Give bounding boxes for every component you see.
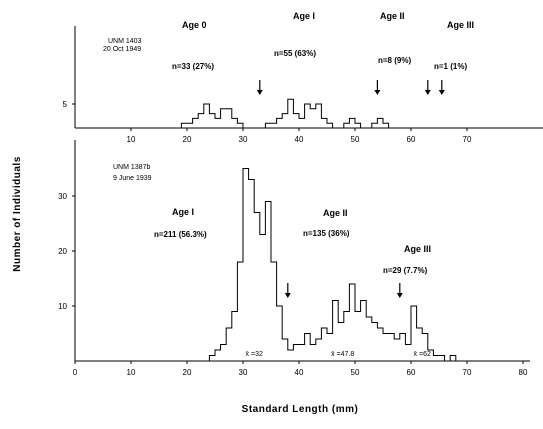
top-panel: 10 20 30 40 50 60 70 5 UNM 1403 20 Oct 1949 Age…: [63, 11, 543, 144]
top-histogram-outline: [180, 98, 390, 129]
bottom-x-tick-label: 50: [351, 368, 360, 377]
bottom-x-tick-label: 0: [73, 368, 78, 377]
top-x-tick-label: 50: [351, 135, 360, 144]
bottom-group-count-age-2: n=135 (36%): [303, 229, 350, 238]
top-group-count-age-2: n=8 (9%): [378, 56, 411, 65]
top-group-label-age-1: Age I: [293, 11, 315, 21]
bottom-panel: 0 10 20 30 40 50 60 70 80 10 20 30 x̄ =32 x̄ =47.8 x̄…: [58, 140, 530, 377]
top-group-count-age-3: n=1 (1%): [434, 62, 467, 71]
top-group-label-age-2: Age II: [380, 11, 405, 21]
top-arrow-head: [374, 90, 381, 95]
top-x-tick-label: 30: [239, 135, 248, 144]
bottom-mean-label: x̄ =47.8: [331, 351, 354, 358]
bottom-group-count-age-1: n=211 (56.3%): [154, 230, 207, 239]
bottom-x-tick-label: 80: [519, 368, 528, 377]
top-group-count-age-1: n=55 (63%): [274, 49, 316, 58]
bottom-arrow-head: [396, 293, 403, 298]
top-arrow-head: [424, 90, 431, 95]
bottom-group-label-age-1: Age I: [172, 207, 194, 217]
bottom-y-tick-label: 20: [58, 247, 67, 256]
bottom-y-tick-label: 30: [58, 192, 67, 201]
top-group-label-age-0: Age 0: [182, 20, 207, 30]
bottom-y-tick-label: 10: [58, 302, 67, 311]
bottom-group-label-age-2: Age II: [323, 208, 348, 218]
bottom-x-tick-label: 10: [127, 368, 136, 377]
top-x-tick-label: 20: [183, 135, 192, 144]
bottom-specimen-label: UNM 1387b: [113, 164, 150, 171]
top-specimen-label: UNM 1403: [108, 38, 142, 45]
top-group-label-age-3: Age III: [447, 20, 474, 30]
x-axis-title: Standard Length (mm): [242, 404, 359, 415]
top-x-tick-label: 40: [295, 135, 304, 144]
bottom-arrow-head: [284, 293, 291, 298]
bottom-group-label-age-3: Age III: [404, 244, 431, 254]
bottom-histogram-outline: [208, 168, 457, 362]
bottom-x-tick-label: 60: [407, 368, 416, 377]
top-y-tick-label: 5: [63, 100, 68, 109]
bottom-specimen-date: 9 June 1939: [113, 175, 152, 182]
y-axis-title: Number of Individuals: [12, 156, 23, 272]
bottom-x-tick-label: 70: [463, 368, 472, 377]
bottom-mean-label: x̄ =62: [414, 351, 431, 358]
top-x-tick-label: 70: [463, 135, 472, 144]
top-x-tick-label: 10: [127, 135, 136, 144]
bottom-group-count-age-3: n=29 (7.7%): [383, 266, 428, 275]
bottom-x-tick-label: 20: [183, 368, 192, 377]
top-x-tick-label: 60: [407, 135, 416, 144]
top-arrow-head: [438, 90, 445, 95]
top-specimen-date: 20 Oct 1949: [103, 46, 141, 53]
top-arrow-head: [256, 90, 263, 95]
bottom-mean-label: x̄ =32: [246, 351, 263, 358]
bottom-x-tick-label: 40: [295, 368, 304, 377]
top-group-count-age-0: n=33 (27%): [172, 62, 214, 71]
bottom-x-tick-label: 30: [239, 368, 248, 377]
